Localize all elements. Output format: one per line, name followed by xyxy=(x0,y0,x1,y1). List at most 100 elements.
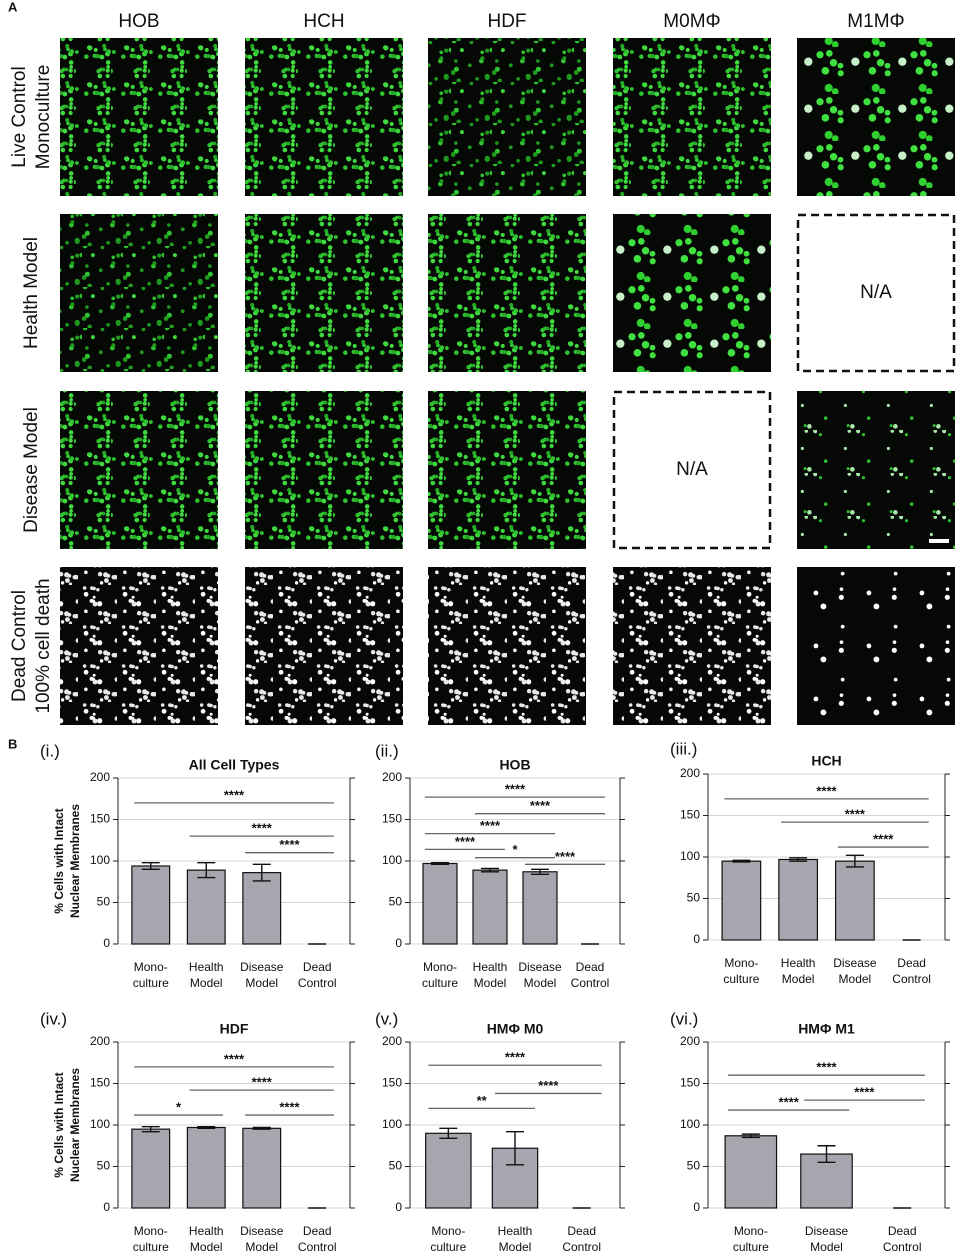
na-label: N/A xyxy=(676,459,708,480)
x-tick-label: Mono- xyxy=(734,1224,768,1238)
chart-title: All Cell Types xyxy=(189,757,280,773)
row-label: Disease Model xyxy=(21,407,42,533)
na-frame xyxy=(796,213,956,373)
y-tick-label: 50 xyxy=(687,1159,701,1173)
y-axis-label: Nuclear Membranes xyxy=(68,804,82,918)
y-tick-label: 100 xyxy=(90,1117,110,1131)
x-tick-label: culture xyxy=(422,976,458,990)
bar xyxy=(472,869,508,945)
y-tick-label: 0 xyxy=(103,1200,110,1214)
row-label: Live Control xyxy=(9,66,30,167)
y-tick-label: 150 xyxy=(680,1076,700,1090)
micrograph-cells xyxy=(797,567,955,725)
panel-label: (i.) xyxy=(40,741,60,760)
micrograph-cells xyxy=(60,38,218,196)
panel-label: (ii.) xyxy=(375,741,399,760)
micrograph-cells xyxy=(428,391,586,549)
significance-label: **** xyxy=(854,1085,875,1100)
significance-label: **** xyxy=(480,818,501,833)
x-tick-label: Control xyxy=(571,976,610,990)
y-tick-label: 150 xyxy=(382,1076,402,1090)
column-header: HDF xyxy=(487,11,526,32)
row-label: 100% cell death xyxy=(33,578,54,713)
na-frame xyxy=(612,390,772,550)
significance-label: * xyxy=(512,842,518,857)
micrograph-cells xyxy=(60,567,218,725)
significance-label: **** xyxy=(505,782,526,797)
x-tick-label: Mono- xyxy=(431,1224,465,1238)
bar xyxy=(186,1126,226,1209)
x-tick-label: Disease xyxy=(518,960,562,974)
y-tick-label: 150 xyxy=(90,812,110,826)
x-tick-label: Control xyxy=(892,972,931,986)
y-tick-label: 150 xyxy=(90,1076,110,1090)
y-tick-label: 0 xyxy=(395,1200,402,1214)
x-tick-label: Control xyxy=(883,1240,922,1254)
significance-label: **** xyxy=(816,783,837,798)
y-tick-label: 0 xyxy=(103,936,110,950)
x-tick-label: Dead xyxy=(576,960,605,974)
x-tick-label: Mono- xyxy=(423,960,457,974)
error-bar xyxy=(741,1133,760,1139)
chart-title: HOB xyxy=(499,757,530,773)
error-bar xyxy=(439,1127,458,1139)
bar xyxy=(131,865,171,945)
error-bar xyxy=(141,861,160,870)
x-tick-label: Dead xyxy=(888,1224,917,1238)
error-bar xyxy=(141,1125,160,1133)
error-bar xyxy=(531,868,549,875)
x-tick-label: Mono- xyxy=(724,956,758,970)
significance-label: **** xyxy=(252,821,273,836)
x-tick-label: Model xyxy=(474,976,507,990)
significance-label: **** xyxy=(530,798,551,813)
micrograph-cells xyxy=(245,38,403,196)
x-tick-label: Dead xyxy=(303,1224,332,1238)
x-tick-label: Disease xyxy=(240,1224,284,1238)
error-bar xyxy=(197,861,216,879)
significance-label: **** xyxy=(779,1094,800,1109)
y-tick-label: 0 xyxy=(693,1200,700,1214)
significance-label: ** xyxy=(477,1093,488,1108)
x-tick-label: Model xyxy=(190,1240,223,1254)
bar xyxy=(242,1127,282,1209)
x-tick-label: Health xyxy=(189,960,224,974)
x-tick-label: Model xyxy=(839,972,872,986)
x-tick-label: culture xyxy=(733,1240,769,1254)
y-axis-label: % Cells with Intact xyxy=(52,1072,66,1177)
x-tick-label: Dead xyxy=(303,960,332,974)
column-header: HCH xyxy=(303,11,344,32)
x-tick-label: Model xyxy=(810,1240,843,1254)
y-tick-label: 200 xyxy=(90,1034,110,1048)
error-bar xyxy=(197,1125,216,1130)
x-tick-label: Model xyxy=(524,976,557,990)
chart-title: HMΦ M1 xyxy=(798,1021,855,1037)
x-tick-label: Disease xyxy=(805,1224,849,1238)
bar xyxy=(425,1132,472,1209)
panel-label: (iv.) xyxy=(40,1009,67,1028)
x-tick-label: Model xyxy=(245,976,278,990)
x-tick-label: Health xyxy=(189,1224,224,1238)
y-tick-label: 0 xyxy=(693,932,700,946)
y-tick-label: 50 xyxy=(687,891,701,905)
y-axis-label: Nuclear Membranes xyxy=(68,1068,82,1182)
significance-label: **** xyxy=(455,834,476,849)
significance-label: **** xyxy=(845,807,866,822)
x-tick-label: Mono- xyxy=(134,960,168,974)
error-bar xyxy=(252,1126,271,1130)
error-bar xyxy=(506,1130,524,1166)
micrograph-cells xyxy=(60,391,218,549)
x-tick-label: Model xyxy=(782,972,815,986)
x-tick-label: Model xyxy=(499,1240,532,1254)
x-tick-label: Control xyxy=(562,1240,601,1254)
bar xyxy=(522,871,558,945)
x-tick-label: Mono- xyxy=(134,1224,168,1238)
y-tick-label: 200 xyxy=(382,770,402,784)
panel-label: (v.) xyxy=(375,1009,398,1028)
x-tick-label: culture xyxy=(133,1240,169,1254)
error-bar xyxy=(845,854,864,868)
significance-label: **** xyxy=(279,837,300,852)
y-tick-label: 100 xyxy=(382,853,402,867)
panel-label: (vi.) xyxy=(670,1009,698,1028)
row-label: Dead Control xyxy=(9,590,30,702)
y-tick-label: 200 xyxy=(680,1034,700,1048)
